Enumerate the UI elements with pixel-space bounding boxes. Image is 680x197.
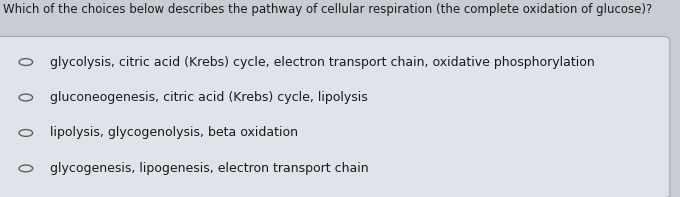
Text: glycogenesis, lipogenesis, electron transport chain: glycogenesis, lipogenesis, electron tran… [50, 162, 369, 175]
FancyBboxPatch shape [0, 36, 670, 197]
Text: gluconeogenesis, citric acid (Krebs) cycle, lipolysis: gluconeogenesis, citric acid (Krebs) cyc… [50, 91, 367, 104]
Text: lipolysis, glycogenolysis, beta oxidation: lipolysis, glycogenolysis, beta oxidatio… [50, 126, 298, 139]
Text: Which of the choices below describes the pathway of cellular respiration (the co: Which of the choices below describes the… [3, 3, 653, 16]
Text: glycolysis, citric acid (Krebs) cycle, electron transport chain, oxidative phosp: glycolysis, citric acid (Krebs) cycle, e… [50, 56, 594, 69]
